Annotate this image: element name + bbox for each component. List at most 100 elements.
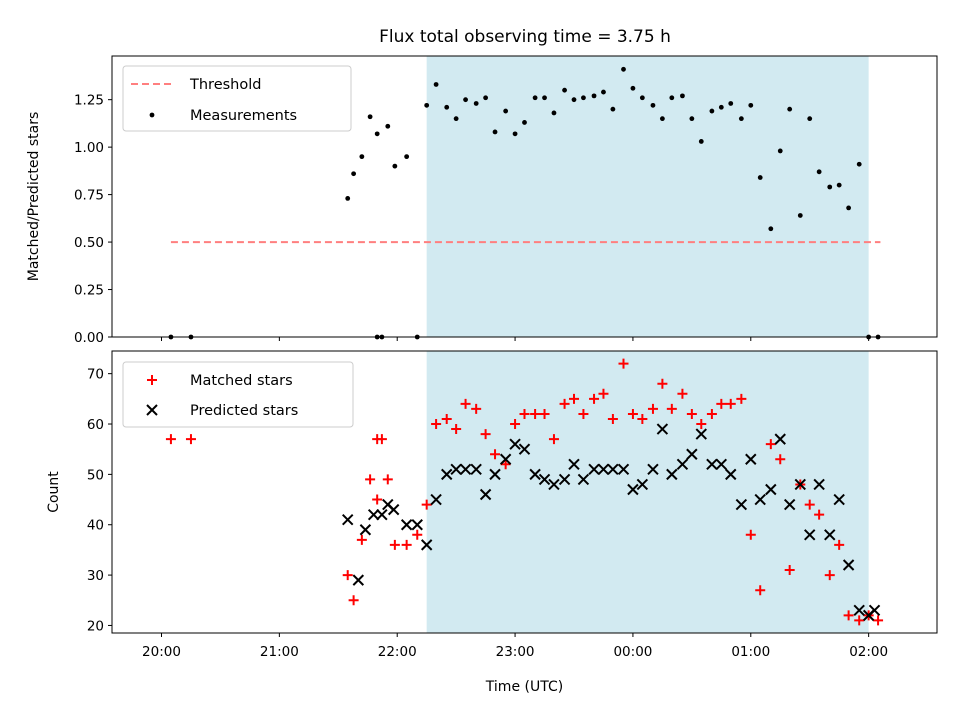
matched-star-point	[804, 499, 815, 510]
legend-frame	[122, 361, 354, 428]
y-tick-label: 0.75	[74, 188, 104, 204]
matched-star-point	[530, 408, 541, 419]
x-tick-label: 00:00	[613, 644, 652, 660]
y-tick-label: 70	[87, 367, 104, 383]
matched-star-point	[441, 413, 452, 424]
matched-star-point	[843, 610, 854, 621]
predicted-star-point	[499, 453, 512, 465]
predicted-star-point	[735, 498, 748, 511]
measurement-point	[463, 97, 468, 103]
predicted-star-point	[607, 463, 619, 476]
measurement-point	[374, 131, 380, 137]
measurement-point	[483, 95, 489, 101]
matched-star-point	[569, 393, 579, 404]
matched-star-point	[490, 449, 501, 460]
measurement-point	[453, 116, 459, 122]
predicted-star-point	[558, 473, 571, 486]
measurement-point	[424, 102, 430, 108]
measurement-point	[866, 334, 872, 340]
measurement-point	[359, 154, 365, 160]
predicted-star-point	[656, 423, 669, 435]
measurement-point	[392, 163, 398, 169]
measurement-point	[345, 195, 351, 201]
predicted-star-point	[617, 463, 630, 476]
matched-star-point	[539, 408, 550, 419]
measurement-point	[433, 82, 439, 87]
predicted-star-point	[470, 463, 482, 476]
y-axis-label: Matched/Predicted stars	[26, 112, 42, 282]
predicted-star-point	[666, 468, 678, 481]
x-tick-label: 02:00	[849, 644, 888, 660]
matched-star-point	[607, 413, 618, 424]
measurement-point	[610, 106, 616, 112]
bottom-panel-count-plot: 20 30 40 50 60 70 20:00 21:00 22:00 23:00 00:00 01:…	[46, 350, 938, 695]
matched-star-point	[356, 534, 367, 545]
matched-star-point	[389, 539, 400, 550]
matched-star-point	[706, 408, 717, 419]
predicted-star-point	[706, 458, 718, 471]
predicted-star-point	[588, 463, 600, 476]
predicted-star-point	[420, 539, 433, 551]
matched-star-point	[460, 398, 471, 409]
predicted-star-point	[400, 519, 413, 531]
matched-star-point	[627, 408, 638, 419]
predicted-star-point	[479, 488, 492, 501]
legend-measurement-swatch	[149, 112, 155, 118]
matched-star-point	[382, 474, 393, 485]
x-tick-label: 21:00	[260, 644, 299, 660]
legend-measurements-label: Measurements	[190, 108, 297, 124]
matched-star-point	[510, 419, 521, 430]
predicted-star-point	[538, 473, 551, 486]
predicted-star-point	[647, 463, 659, 476]
predicted-star-point	[441, 468, 453, 481]
matched-star-point	[589, 393, 600, 404]
matched-star-point	[873, 615, 884, 626]
predicted-star-point	[352, 574, 365, 586]
measurement-point	[669, 95, 675, 101]
predicted-star-point	[518, 443, 531, 455]
matched-star-point	[657, 378, 668, 389]
measurement-point	[709, 108, 715, 114]
measurement-point	[787, 106, 793, 112]
y-tick-label: 1.25	[74, 93, 104, 109]
measurement-point	[659, 116, 665, 122]
measurement-point	[639, 95, 645, 101]
measurement-point	[768, 226, 774, 232]
predicted-star-point	[548, 478, 560, 491]
axes-frame	[111, 55, 938, 338]
matched-star-point	[834, 539, 845, 550]
measurement-point	[827, 184, 833, 190]
measurement-point	[718, 104, 724, 110]
measurement-point	[846, 205, 852, 211]
legend-threshold-label: Threshold	[189, 77, 261, 93]
matched-star-point	[686, 408, 697, 419]
measurement-point	[367, 114, 373, 120]
predicted-star-point	[568, 458, 580, 471]
matched-star-point	[348, 595, 359, 606]
matched-star-point	[480, 429, 491, 440]
measurement-point	[473, 101, 479, 106]
predicted-star-point	[577, 473, 590, 486]
matched-star-point	[824, 570, 835, 581]
measurement-point	[650, 102, 656, 108]
predicted-star-point	[387, 503, 400, 516]
matched-star-point	[647, 403, 658, 414]
matched-star-point	[431, 419, 442, 430]
y-tick-label: 0.25	[74, 283, 104, 299]
predicted-star-point	[676, 458, 689, 471]
top-panel-ratio-plot: 0.00 0.25 0.50 0.75 1.00 1.25 Matched/Predicte…	[26, 55, 938, 346]
measurement-point	[630, 85, 636, 91]
matched-star-point	[165, 434, 176, 445]
measurement-point	[816, 169, 822, 175]
measurement-point	[188, 334, 194, 340]
measurement-point	[856, 161, 862, 167]
matched-star-point	[471, 403, 482, 414]
predicted-star-point	[824, 529, 836, 541]
measurement-point	[581, 95, 586, 101]
matched-star-point	[716, 398, 727, 409]
measurement-point	[532, 95, 538, 101]
predicted-star-point	[868, 604, 881, 617]
matched-star-point	[618, 358, 629, 369]
measurement-point	[385, 123, 391, 129]
legend-frame	[122, 65, 352, 132]
